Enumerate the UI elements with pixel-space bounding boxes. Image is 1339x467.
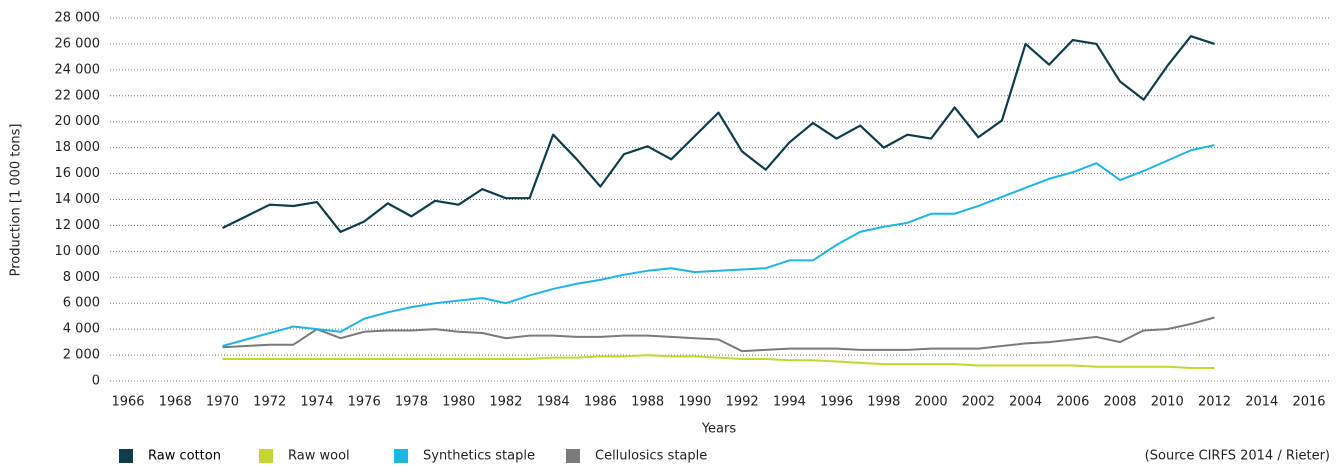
legend-label: Raw wool xyxy=(288,449,350,464)
x-tick-label: 2016 xyxy=(1292,395,1325,410)
legend-swatch xyxy=(259,449,273,463)
x-tick-label: 1988 xyxy=(631,395,664,410)
source-note: (Source CIRFS 2014 / Rieter) xyxy=(1145,449,1330,464)
x-tick-label: 1994 xyxy=(773,395,806,410)
legend-swatch xyxy=(566,449,580,463)
y-tick-label: 16 000 xyxy=(55,166,101,181)
y-tick-label: 2 000 xyxy=(63,348,100,363)
legend-label: Synthetics staple xyxy=(423,449,535,464)
x-tick-label: 2008 xyxy=(1103,395,1136,410)
y-tick-label: 8 000 xyxy=(63,270,100,285)
x-tick-label: 1996 xyxy=(820,395,853,410)
x-tick-label: 1978 xyxy=(395,395,428,410)
y-tick-label: 12 000 xyxy=(55,218,101,233)
y-tick-label: 24 000 xyxy=(55,62,101,77)
x-tick-label: 2000 xyxy=(915,395,948,410)
x-tick-label: 1980 xyxy=(442,395,475,410)
legend-swatch xyxy=(394,449,408,463)
y-tick-label: 18 000 xyxy=(55,140,101,155)
y-axis-label: Production [1 000 tons] xyxy=(9,124,24,277)
legend-label: Cellulosics staple xyxy=(595,449,707,464)
y-tick-label: 14 000 xyxy=(55,192,101,207)
y-tick-label: 28 000 xyxy=(55,11,101,26)
legend-label: Raw cotton xyxy=(148,449,221,464)
series-line xyxy=(222,354,1215,370)
x-tick-label: 2002 xyxy=(962,395,995,410)
series-line xyxy=(221,35,1215,234)
x-tick-label: 1992 xyxy=(726,395,759,410)
x-tick-label: 1966 xyxy=(111,395,144,410)
x-tick-label: 1974 xyxy=(300,395,333,410)
x-tick-label: 2014 xyxy=(1245,395,1278,410)
x-axis-label: Years xyxy=(701,422,737,437)
x-tick-label: 1982 xyxy=(489,395,522,410)
series-line xyxy=(222,316,1215,353)
series-line xyxy=(222,144,1215,347)
x-tick-label: 2010 xyxy=(1151,395,1184,410)
y-tick-label: 4 000 xyxy=(63,322,100,337)
y-tick-label: 6 000 xyxy=(63,296,100,311)
y-tick-label: 22 000 xyxy=(55,88,101,103)
x-tick-label: 1990 xyxy=(678,395,711,410)
x-tick-label: 1976 xyxy=(348,395,381,410)
x-tick-label: 1984 xyxy=(537,395,570,410)
x-tick-label: 1998 xyxy=(867,395,900,410)
y-tick-label: 0 xyxy=(92,374,100,389)
y-tick-label: 26 000 xyxy=(55,36,101,51)
x-tick-label: 2006 xyxy=(1056,395,1089,410)
y-tick-label: 10 000 xyxy=(55,244,101,259)
x-tick-label: 2012 xyxy=(1198,395,1231,410)
x-tick-label: 1970 xyxy=(206,395,239,410)
x-tick-label: 1968 xyxy=(159,395,192,410)
x-tick-label: 1972 xyxy=(253,395,286,410)
legend-swatch xyxy=(119,449,133,463)
x-tick-label: 2004 xyxy=(1009,395,1042,410)
x-tick-label: 1986 xyxy=(584,395,617,410)
y-tick-label: 20 000 xyxy=(55,114,101,129)
